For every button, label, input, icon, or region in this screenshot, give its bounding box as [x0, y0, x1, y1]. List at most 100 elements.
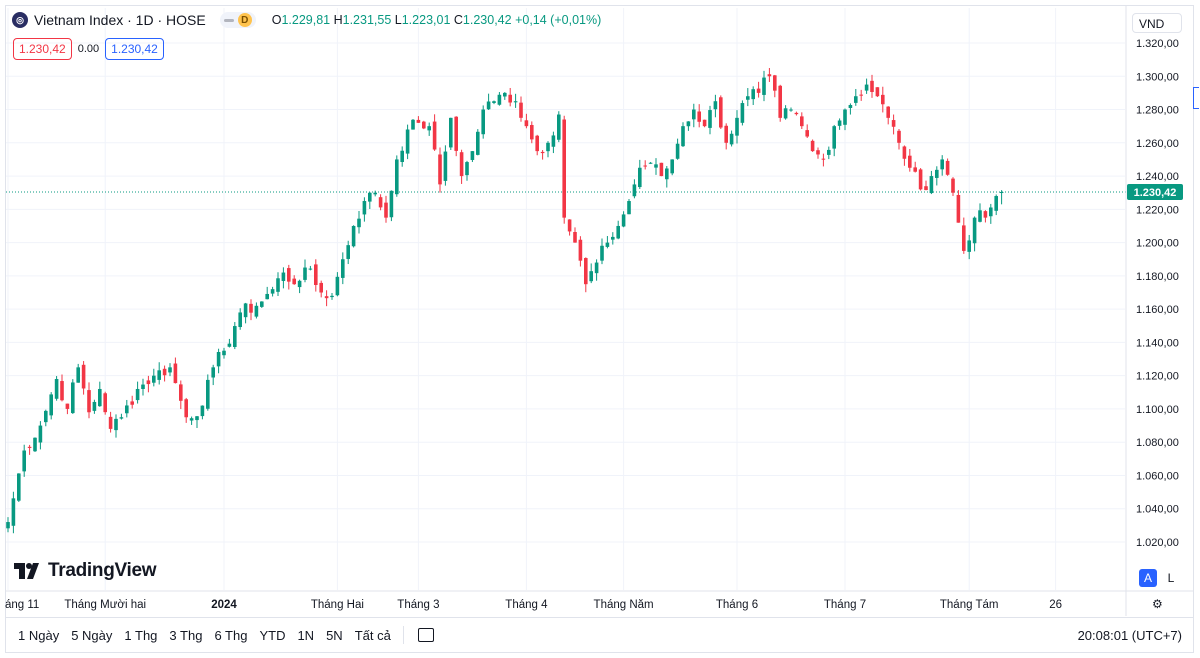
- candle-body: [71, 382, 75, 414]
- range-3m[interactable]: 3 Thg: [169, 627, 203, 643]
- y-tick-label: 1.280,00: [1136, 105, 1179, 117]
- candle-body: [524, 120, 529, 127]
- candle-body: [33, 437, 37, 452]
- candle: [162, 365, 167, 382]
- candle: [567, 219, 572, 236]
- candle-body: [303, 267, 307, 280]
- candle-body: [162, 368, 167, 376]
- candle-body: [465, 162, 469, 176]
- candle-body: [654, 164, 658, 168]
- candle: [503, 92, 507, 100]
- candle-body: [821, 158, 826, 160]
- candle: [260, 301, 264, 308]
- candle: [81, 361, 86, 395]
- candle-body: [60, 381, 64, 401]
- candle-body: [411, 119, 415, 130]
- candle: [368, 192, 372, 209]
- candle-body: [481, 109, 485, 135]
- candle: [557, 111, 561, 143]
- candle: [287, 264, 291, 290]
- side-panel-handle[interactable]: [1193, 87, 1199, 109]
- candle: [119, 413, 124, 420]
- range-1m[interactable]: 1 Thg: [124, 627, 158, 643]
- candle-body: [589, 271, 593, 282]
- candle-body: [184, 399, 188, 418]
- candle-body: [357, 218, 361, 228]
- candle-body: [449, 117, 453, 148]
- candle: [44, 409, 48, 427]
- time-axis[interactable]: áng 11 Tháng Mười hai 2024 Tháng Hai Tháng 3…: [5, 590, 1194, 611]
- auto-scale-button[interactable]: A: [1139, 569, 1157, 587]
- candle-body: [395, 159, 399, 195]
- candle: [54, 376, 59, 401]
- candle: [870, 74, 874, 98]
- candle: [92, 399, 97, 414]
- candle-body: [902, 146, 907, 159]
- goto-date-calendar-icon[interactable]: [417, 628, 434, 642]
- range-5y[interactable]: 5N: [326, 627, 343, 643]
- candle: [211, 364, 215, 386]
- symbol-title[interactable]: Vietnam Index · 1D · HOSE: [34, 12, 206, 28]
- range-5d[interactable]: 5 Ngày: [71, 627, 113, 643]
- candle-body: [773, 75, 777, 91]
- candle-body: [346, 245, 350, 259]
- candle-body: [432, 121, 437, 150]
- settings-gear-icon[interactable]: ⚙: [1152, 597, 1163, 611]
- open-value: 1.229,81: [281, 13, 331, 27]
- candle-body: [38, 425, 43, 443]
- candle-body: [470, 151, 475, 160]
- range-6m[interactable]: 6 Thg: [214, 627, 248, 643]
- candle-body: [967, 240, 971, 252]
- candle-body: [686, 121, 691, 127]
- toggle-bar-icon: [223, 18, 234, 22]
- candle-body: [54, 378, 59, 399]
- y-tick-label: 1.300,00: [1136, 71, 1179, 83]
- candle-body: [513, 101, 518, 103]
- candle-body: [681, 126, 685, 147]
- candle: [735, 110, 739, 144]
- candle-body: [281, 272, 286, 281]
- candle: [681, 122, 685, 147]
- candle-body: [600, 245, 604, 261]
- candle: [233, 322, 237, 350]
- range-1y[interactable]: 1N: [297, 627, 315, 643]
- candle: [330, 293, 334, 300]
- x-tick-label: Tháng 6: [716, 599, 758, 611]
- candle: [303, 259, 307, 283]
- candle: [297, 279, 302, 294]
- candle: [292, 275, 296, 285]
- candle-body: [173, 363, 178, 384]
- range-all[interactable]: Tất cả: [354, 627, 391, 643]
- buy-price-button[interactable]: 1.230,42: [105, 38, 164, 60]
- y-tick-label: 1.180,00: [1136, 271, 1179, 283]
- candle: [686, 121, 691, 131]
- candle: [535, 134, 539, 156]
- candle: [438, 147, 442, 193]
- currency-selector[interactable]: VND: [1132, 13, 1182, 33]
- candle: [17, 473, 21, 502]
- clock-timezone[interactable]: 20:08:01 (UTC+7): [1077, 627, 1182, 643]
- candle: [432, 114, 437, 151]
- price-axis[interactable]: 1.020,00 1.040,00 1.060,00 1.080,00 1.100,00…: [1125, 6, 1183, 616]
- candle-body: [762, 77, 766, 95]
- candle-body: [103, 393, 107, 413]
- candle-body: [195, 416, 199, 421]
- sell-price-button[interactable]: 1.230,42: [13, 38, 72, 60]
- candle: [611, 232, 615, 245]
- candle-body: [881, 94, 885, 105]
- x-tick-label: 2024: [211, 599, 237, 611]
- candle-body: [848, 105, 853, 108]
- tradingview-logo[interactable]: TradingView: [14, 560, 157, 582]
- range-ytd[interactable]: YTD: [259, 627, 286, 643]
- range-1d[interactable]: 1 Ngày: [18, 627, 60, 643]
- candle: [773, 74, 777, 98]
- candle-body: [540, 151, 545, 154]
- candle-body: [459, 152, 464, 177]
- data-mode-toggle[interactable]: D: [219, 12, 256, 28]
- candle-body: [179, 384, 183, 401]
- log-scale-button[interactable]: L: [1167, 571, 1175, 585]
- candle-body: [978, 210, 982, 222]
- candle-body: [578, 239, 583, 261]
- candle-body: [616, 225, 620, 239]
